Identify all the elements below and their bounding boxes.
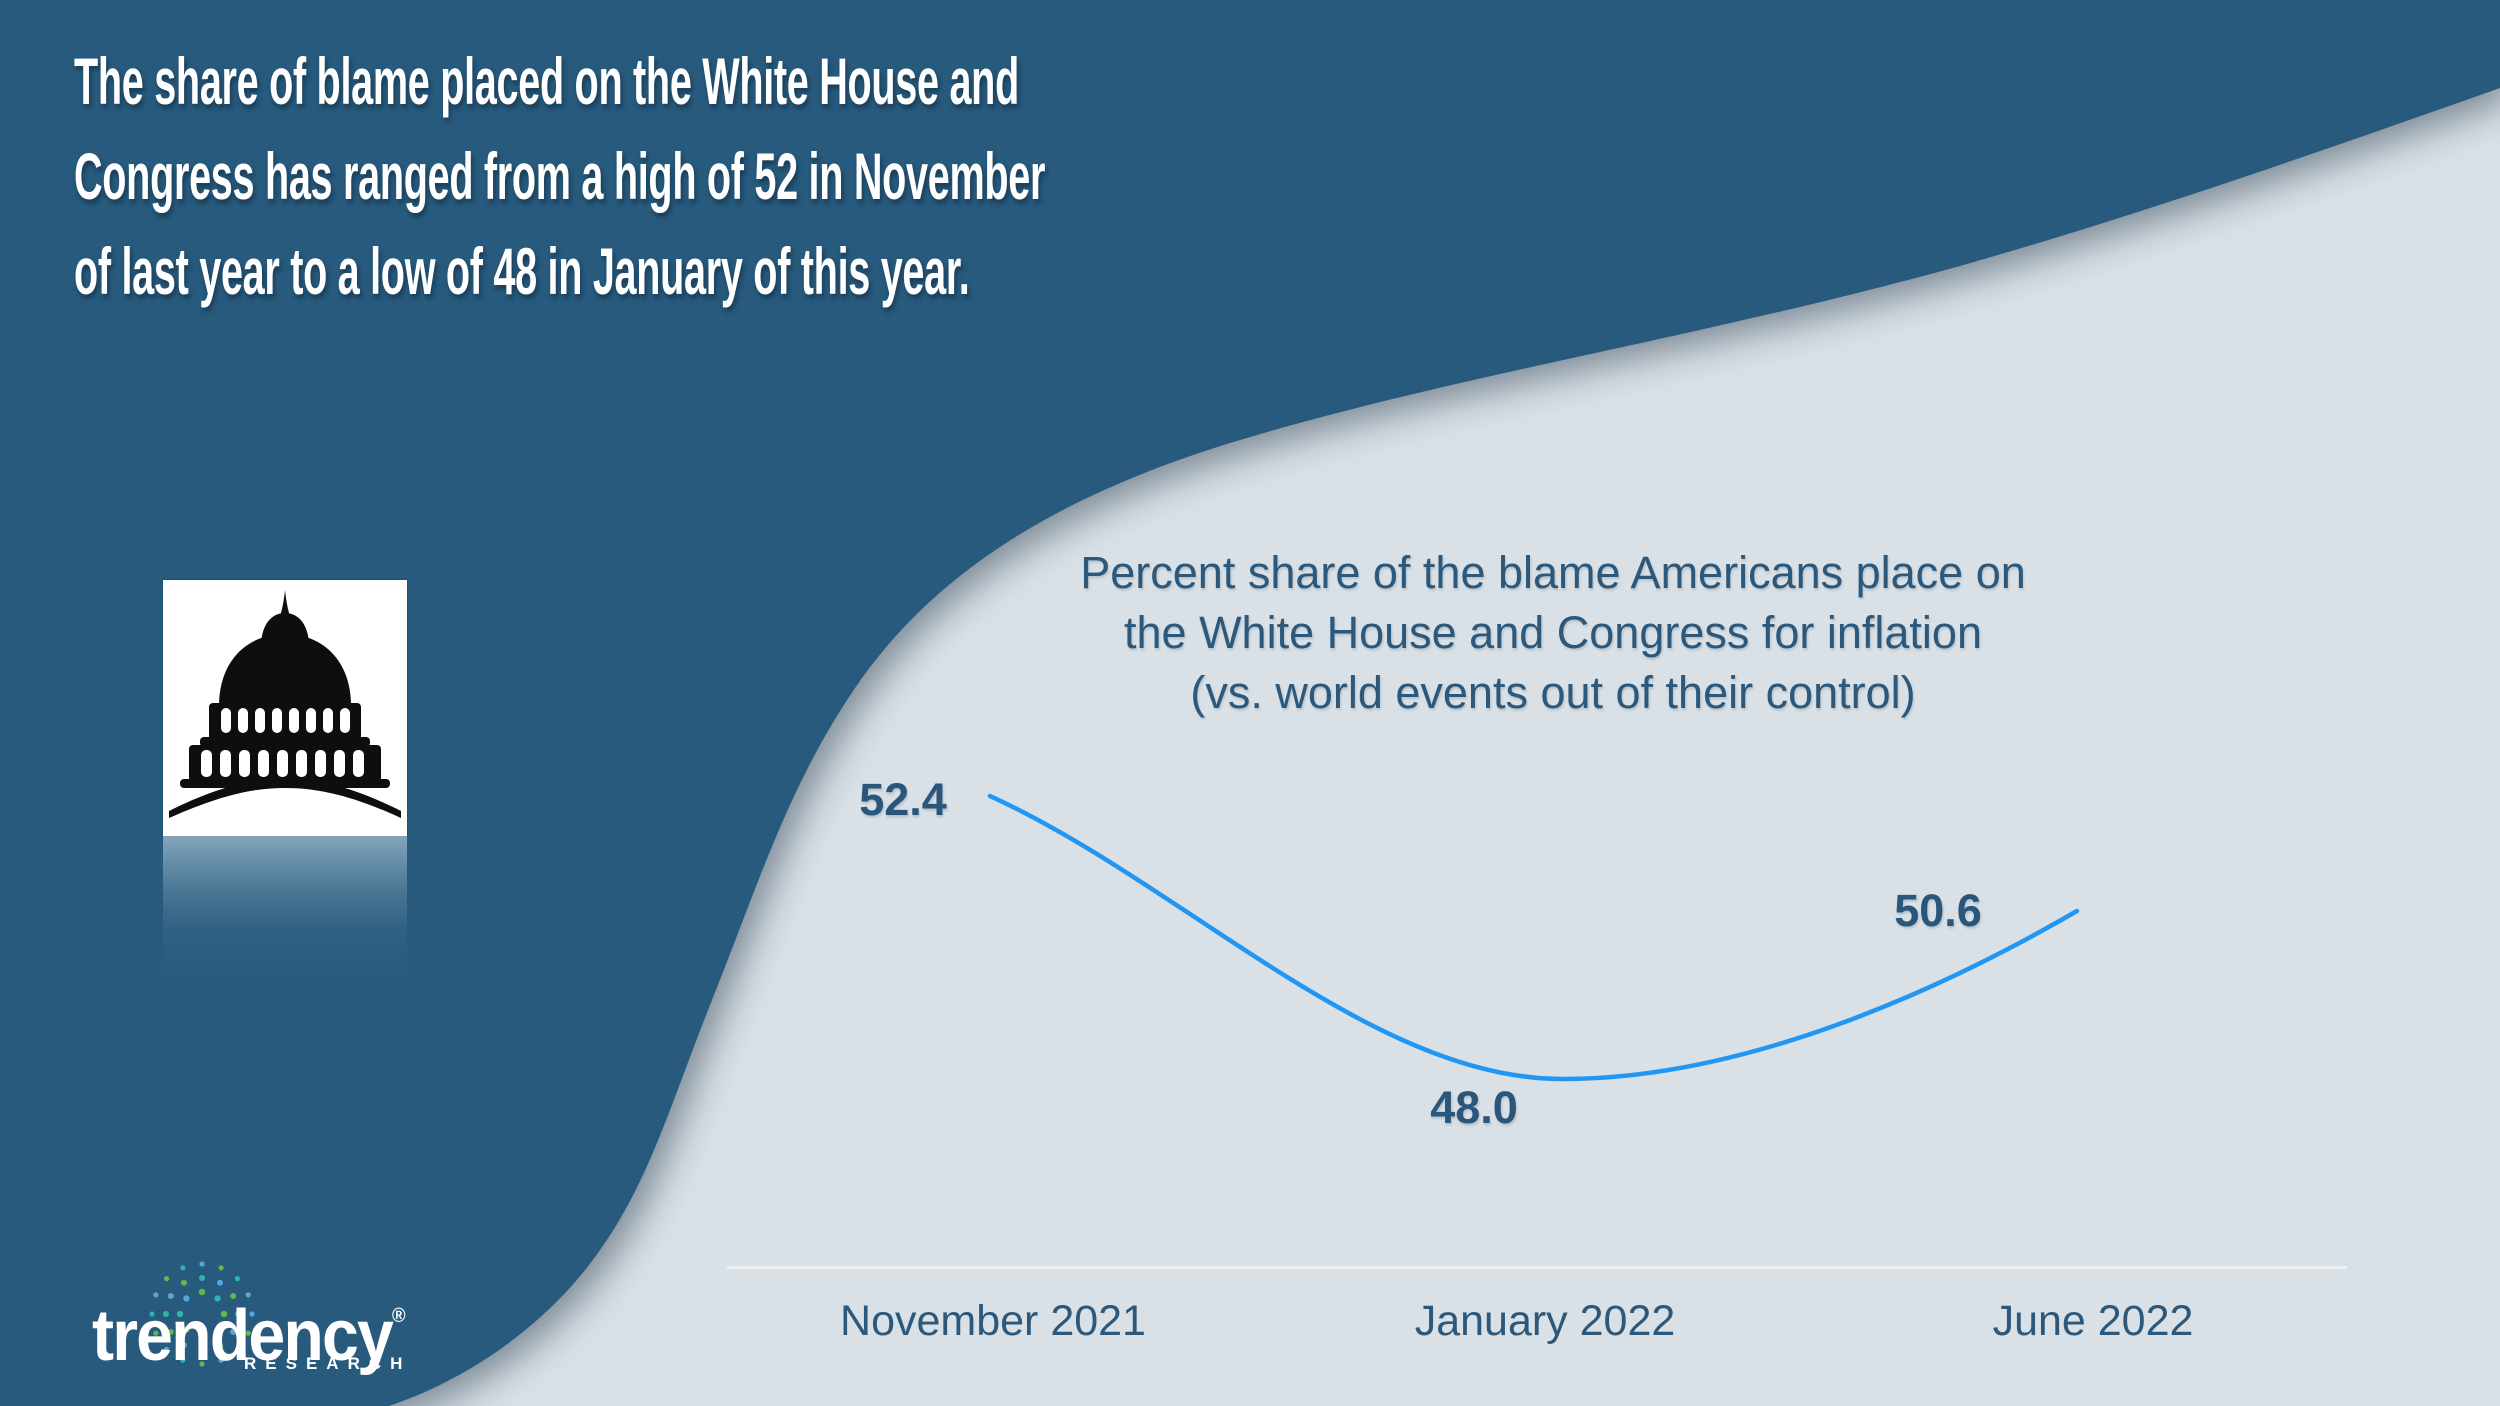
data-label-january: 48.0 xyxy=(1430,1082,1518,1133)
brand-logo: trendency® RESEARCH xyxy=(92,1261,432,1390)
headline-line-1: The share of blame placed on the White H… xyxy=(74,44,1019,118)
logo-registered-mark: ® xyxy=(392,1305,406,1327)
data-label-june: 50.6 xyxy=(1894,885,1982,936)
chart-title-line-1: Percent share of the blame Americans pla… xyxy=(1080,547,2026,598)
data-label-november: 52.4 xyxy=(859,774,947,825)
x-axis-label-june: June 2022 xyxy=(1992,1297,2194,1345)
x-axis-label-january: January 2022 xyxy=(1414,1297,1676,1345)
headline-line-3: of last year to a low of 48 in January o… xyxy=(74,234,970,308)
capitol-building-icon xyxy=(169,590,401,818)
trend-line xyxy=(987,793,2080,1082)
x-axis-line xyxy=(727,1266,2347,1269)
chart-title-line-3: (vs. world events out of their control) xyxy=(1190,667,1916,718)
logo-research-text: RESEARCH xyxy=(244,1354,412,1373)
headline: The share of blame placed on the White H… xyxy=(74,34,1045,319)
dotted-burst-icon xyxy=(149,1261,255,1367)
headline-line-2: Congress has ranged from a high of 52 in… xyxy=(74,139,1046,213)
x-axis-label-november: November 2021 xyxy=(840,1297,1146,1345)
chart-title-line-2: the White House and Congress for inflati… xyxy=(1124,607,1982,658)
chart-title: Percent share of the blame Americans pla… xyxy=(1080,543,2026,723)
capitol-frame xyxy=(163,580,407,836)
capitol-reflection xyxy=(163,836,407,1011)
